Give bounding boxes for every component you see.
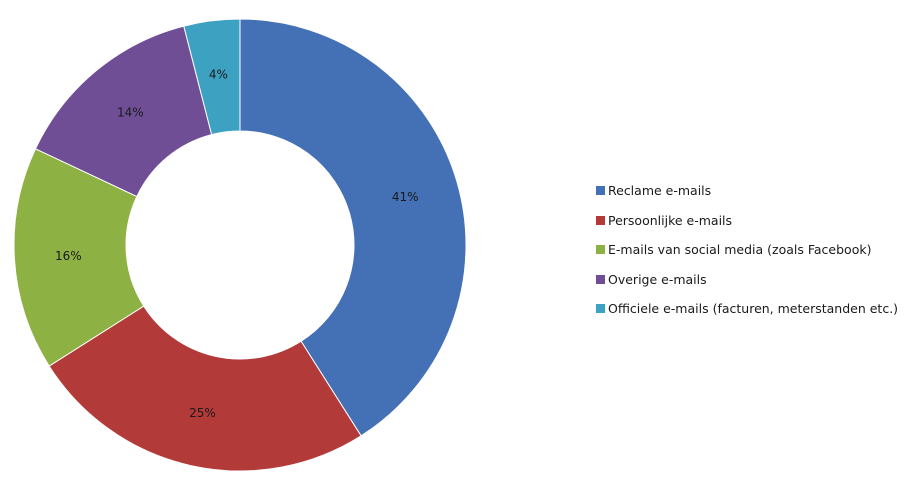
legend-item-social-media: E-mails van social media (zoals Facebook… <box>596 235 898 265</box>
legend-label: Officiele e-mails (facturen, meterstande… <box>608 301 899 317</box>
slice-label-reclame: 41% <box>392 190 419 204</box>
slice-label-overige: 14% <box>117 105 144 119</box>
legend-label: Overige e-mails <box>608 271 707 287</box>
legend-item-officiele: Officiele e-mails (facturen, meterstande… <box>596 294 898 324</box>
legend-swatch <box>596 304 605 314</box>
legend-label: E-mails van social media (zoals Facebook… <box>608 242 872 258</box>
slice-social-media <box>13 148 145 367</box>
legend-item-persoonlijke: Persoonlijke e-mails <box>596 206 898 236</box>
slice-label-officiele: 4% <box>209 67 228 81</box>
legend-label: Persoonlijke e-mails <box>608 212 733 228</box>
legend-swatch <box>596 186 605 196</box>
slice-officiele <box>183 18 241 136</box>
slice-label-social-media: 16% <box>55 249 82 263</box>
legend-item-overige: Overige e-mails <box>596 265 898 295</box>
legend-item-reclame: Reclame e-mails <box>596 176 898 206</box>
slice-label-persoonlijke: 25% <box>189 406 216 420</box>
legend-label: Reclame e-mails <box>608 183 712 199</box>
slice-reclame <box>239 18 467 437</box>
legend-swatch <box>596 245 605 255</box>
legend-swatch <box>596 274 605 284</box>
chart-legend: Reclame e-mails Persoonlijke e-mails E-m… <box>596 176 898 324</box>
slice-persoonlijke <box>48 305 362 472</box>
legend-swatch <box>596 215 605 225</box>
